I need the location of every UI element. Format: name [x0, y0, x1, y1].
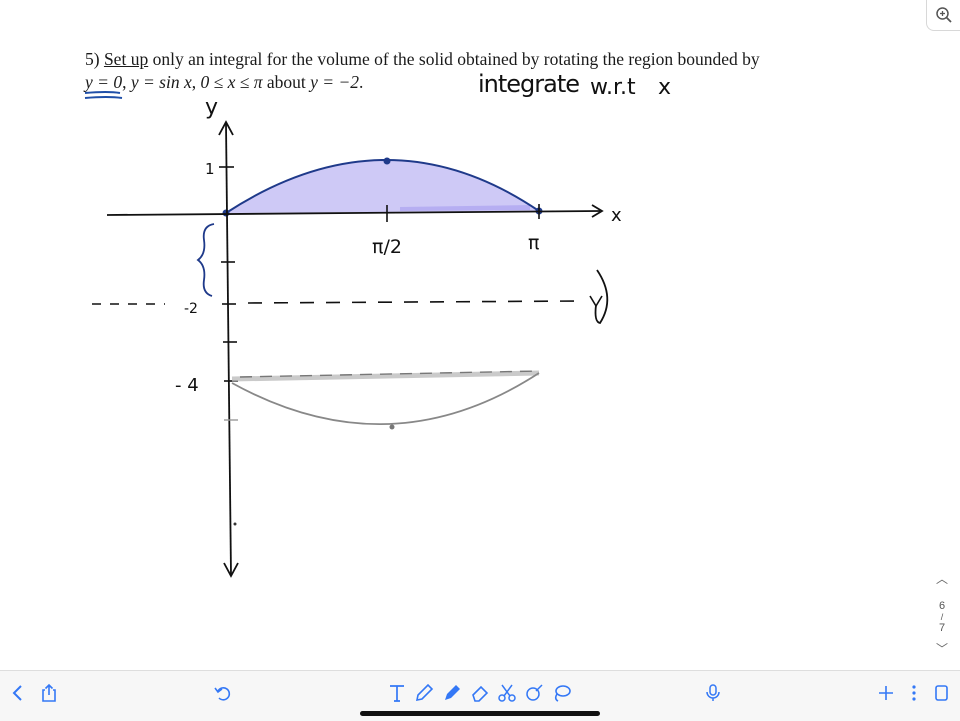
equation-range: 0 ≤ x ≤ π — [200, 72, 263, 92]
point-peak — [383, 157, 391, 165]
x-axis-label: x — [611, 205, 622, 226]
tick-label-1: 1 — [205, 160, 215, 178]
reflection-point — [389, 424, 395, 430]
set-up-text: Set up — [103, 49, 149, 69]
problem-number: 5) — [85, 49, 100, 69]
equation-axis: y = −2 — [310, 72, 360, 92]
reflection-curve — [231, 372, 540, 426]
rotation-axis — [247, 300, 583, 304]
tick-label-neg2: -2 — [184, 301, 198, 317]
lasso-icon[interactable] — [549, 681, 573, 705]
home-indicator — [360, 711, 600, 716]
tick-label-pi: π — [528, 232, 539, 254]
tick-label-pi-half: π/2 — [372, 236, 402, 258]
page-current: 6 — [938, 600, 946, 612]
zoom-icon — [936, 7, 952, 23]
shape-icon[interactable] — [522, 681, 546, 705]
rotation-arrow — [594, 269, 609, 324]
y-axis-arrow-top — [218, 120, 234, 136]
zoom-button[interactable] — [926, 0, 960, 31]
equation-y0: y = 0 — [85, 72, 123, 92]
pages-icon[interactable] — [929, 681, 953, 705]
annotation-var: x — [658, 75, 672, 100]
notes-page[interactable]: 5) Set up only an integral for the volum… — [0, 0, 960, 670]
pen-icon[interactable] — [412, 681, 436, 705]
shaded-region — [226, 159, 539, 213]
y-axis — [225, 123, 232, 576]
more-icon[interactable] — [902, 681, 926, 705]
page-up-icon[interactable]: ︿ — [935, 572, 948, 586]
distance-brace — [196, 223, 215, 297]
region-highlight — [400, 205, 530, 211]
y-axis-arrow-bottom — [223, 562, 239, 578]
eraser-icon[interactable] — [468, 681, 492, 705]
annotation-integrate: integrate — [478, 70, 580, 98]
page-total: 7 — [938, 622, 946, 634]
page-navigator: ︿ 6 / 7 ﹀ — [930, 572, 954, 662]
annotation-wrt: w.r.t — [590, 75, 636, 100]
microphone-icon[interactable] — [701, 681, 725, 705]
tick-label-neg4: - 4 — [175, 375, 199, 396]
problem-statement: 5) Set up only an integral for the volum… — [85, 49, 760, 92]
plus-icon[interactable] — [874, 681, 898, 705]
page-down-icon[interactable]: ﹀ — [935, 642, 948, 656]
problem-text-1: only an integral for the volume of the s… — [148, 49, 760, 69]
y-axis-label: y — [205, 95, 218, 120]
highlighter-icon[interactable] — [440, 681, 464, 705]
chevron-left-icon[interactable] — [6, 681, 30, 705]
undo-icon[interactable] — [210, 681, 234, 705]
point-origin — [222, 209, 230, 217]
graph: y x 1 π/2 π -2 - 4 — [92, 95, 622, 578]
page-separator: / — [940, 612, 944, 622]
double-underline — [84, 91, 123, 99]
share-icon[interactable] — [37, 681, 61, 705]
text-tool-icon[interactable] — [385, 681, 409, 705]
x-axis-arrow — [591, 204, 604, 218]
equation-sin: y = sin x — [130, 72, 192, 92]
reflection-top-line — [231, 370, 540, 382]
x-axis — [106, 210, 601, 216]
scissors-icon[interactable] — [495, 681, 519, 705]
reflection-dashes — [239, 370, 540, 378]
